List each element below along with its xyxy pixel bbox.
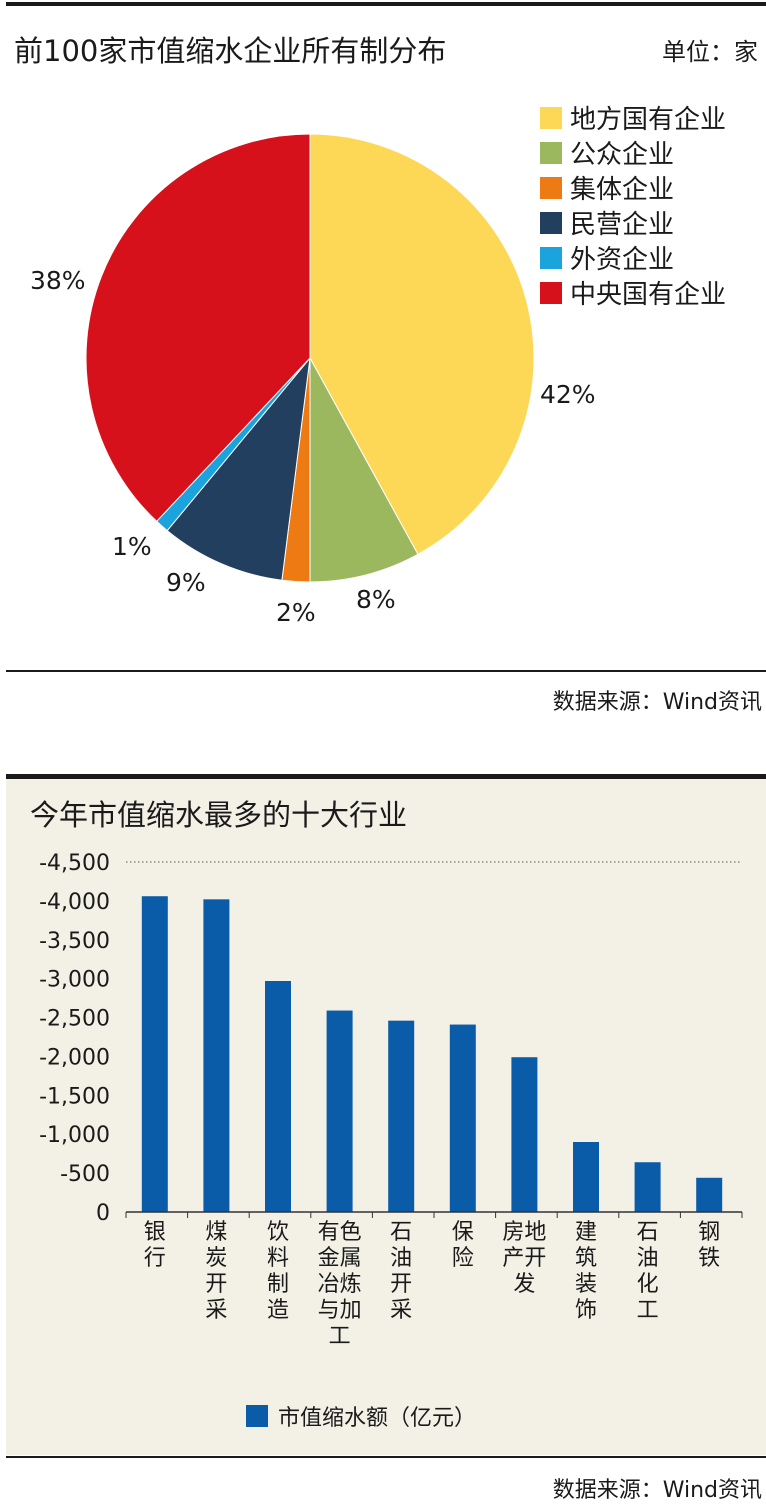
pie-slice-2 xyxy=(309,357,419,583)
pie-legend-item-2: 公众企业 xyxy=(540,135,726,170)
y-tick-label: -500 xyxy=(60,1162,110,1187)
x-category-label-10: 钢铁 xyxy=(698,1220,721,1271)
bar-chart-title: 今年市值缩水最多的十大行业 xyxy=(30,798,408,832)
top-rule xyxy=(6,2,766,6)
pie-slice-6 xyxy=(85,133,311,522)
bar-7 xyxy=(511,1057,538,1212)
x-category-label-6: 保险 xyxy=(451,1220,474,1271)
panel1-source: 数据来源：Wind资讯 xyxy=(552,690,762,715)
x-category-label-3: 饮料制造 xyxy=(266,1220,289,1323)
pie-legend-swatch xyxy=(540,246,562,269)
pie-legend-swatch xyxy=(540,281,562,304)
y-tick-label: -1,000 xyxy=(39,1123,110,1148)
panel1-bottom-rule xyxy=(6,670,766,672)
pie-legend-item-5: 外资企业 xyxy=(540,240,726,275)
pie-legend: 地方国有企业 公众企业集体企业民营企业外资企业中央国有企业 xyxy=(540,100,726,310)
pie-slice-label-6: 38% xyxy=(30,266,86,295)
y-tick-label: -2,500 xyxy=(39,1007,110,1032)
pie-chart-unit: 单位：家 xyxy=(662,38,758,66)
bar-5 xyxy=(388,1020,415,1212)
pie-legend-label: 中央国有企业 xyxy=(570,280,727,310)
x-category-label-2: 煤炭开采 xyxy=(205,1220,228,1323)
bar-2 xyxy=(203,899,230,1212)
pie-slice-4 xyxy=(166,356,311,581)
bar-chart: 0 -500 -1,000 -1,500 -2,000 -2,500 -3,000 -3,50… xyxy=(39,851,743,1226)
pie-legend-label: 地方国有企业 xyxy=(570,105,727,135)
bar-chart-background xyxy=(6,779,766,1455)
y-tick-label: -4,000 xyxy=(39,890,110,915)
pie-legend-item-1: 地方国有企业 xyxy=(540,100,726,135)
pie-legend-swatch xyxy=(540,176,562,199)
pie-slice-label-2: 8% xyxy=(356,585,396,614)
bar-6 xyxy=(449,1024,476,1212)
pie-legend-swatch xyxy=(540,141,562,164)
bar-1 xyxy=(141,896,168,1212)
y-tick-label: 0 xyxy=(96,1201,110,1226)
panel2-source: 数据来源：Wind资讯 xyxy=(552,1478,762,1503)
pie-slice-label-5: 1% xyxy=(112,532,152,561)
pie-slice-1 xyxy=(309,133,535,555)
pie-legend-item-3: 集体企业 xyxy=(540,170,726,205)
pie-legend-item-6: 中央国有企业 xyxy=(540,275,726,310)
pie-slice-label-3: 2% xyxy=(276,598,316,627)
panel2-top-rule xyxy=(6,774,766,779)
pie-legend-swatch xyxy=(540,106,562,129)
pie-legend-label: 民营企业 xyxy=(570,210,675,240)
bar-3 xyxy=(265,981,291,1212)
bar-legend-label: 市值缩水额（亿元） xyxy=(278,1406,477,1431)
y-tick-label: -3,000 xyxy=(39,968,110,993)
bar-4 xyxy=(326,1010,353,1212)
bar-legend: 市值缩水额（亿元） xyxy=(246,1400,476,1432)
x-category-label-1: 银行 xyxy=(143,1220,166,1271)
pie-chart-title: 前100家市值缩水企业所有制分布 xyxy=(14,34,447,68)
pie-chart xyxy=(85,133,535,583)
pie-legend-label: 外资企业 xyxy=(570,245,675,275)
pie-legend-swatch xyxy=(540,211,562,234)
bar-10 xyxy=(696,1177,723,1212)
bar-9 xyxy=(634,1162,661,1212)
x-category-label-9: 石油化工 xyxy=(636,1220,659,1323)
x-category-label-4: 有色金属冶炼与加工 xyxy=(317,1220,362,1349)
pie-legend-item-4: 民营企业 xyxy=(540,205,726,240)
y-tick-label: -2,000 xyxy=(39,1045,110,1070)
y-tick-label: -4,500 xyxy=(39,851,110,876)
x-category-label-8: 建筑装饰 xyxy=(574,1220,597,1323)
pie-slice-label-4: 9% xyxy=(166,568,206,597)
x-category-label-7: 房地产开发 xyxy=(502,1220,547,1297)
pie-legend-label: 公众企业 xyxy=(570,140,675,170)
bar-8 xyxy=(573,1142,599,1212)
y-tick-label: -3,500 xyxy=(39,929,110,954)
bar-legend-swatch xyxy=(246,1405,268,1427)
pie-slice-label-1: 42% xyxy=(540,380,596,409)
pie-legend-label: 集体企业 xyxy=(570,175,675,205)
panel2-bottom-rule xyxy=(6,1456,766,1458)
x-category-label-5: 石油开采 xyxy=(390,1220,413,1323)
y-tick-label: -1,500 xyxy=(39,1084,110,1109)
